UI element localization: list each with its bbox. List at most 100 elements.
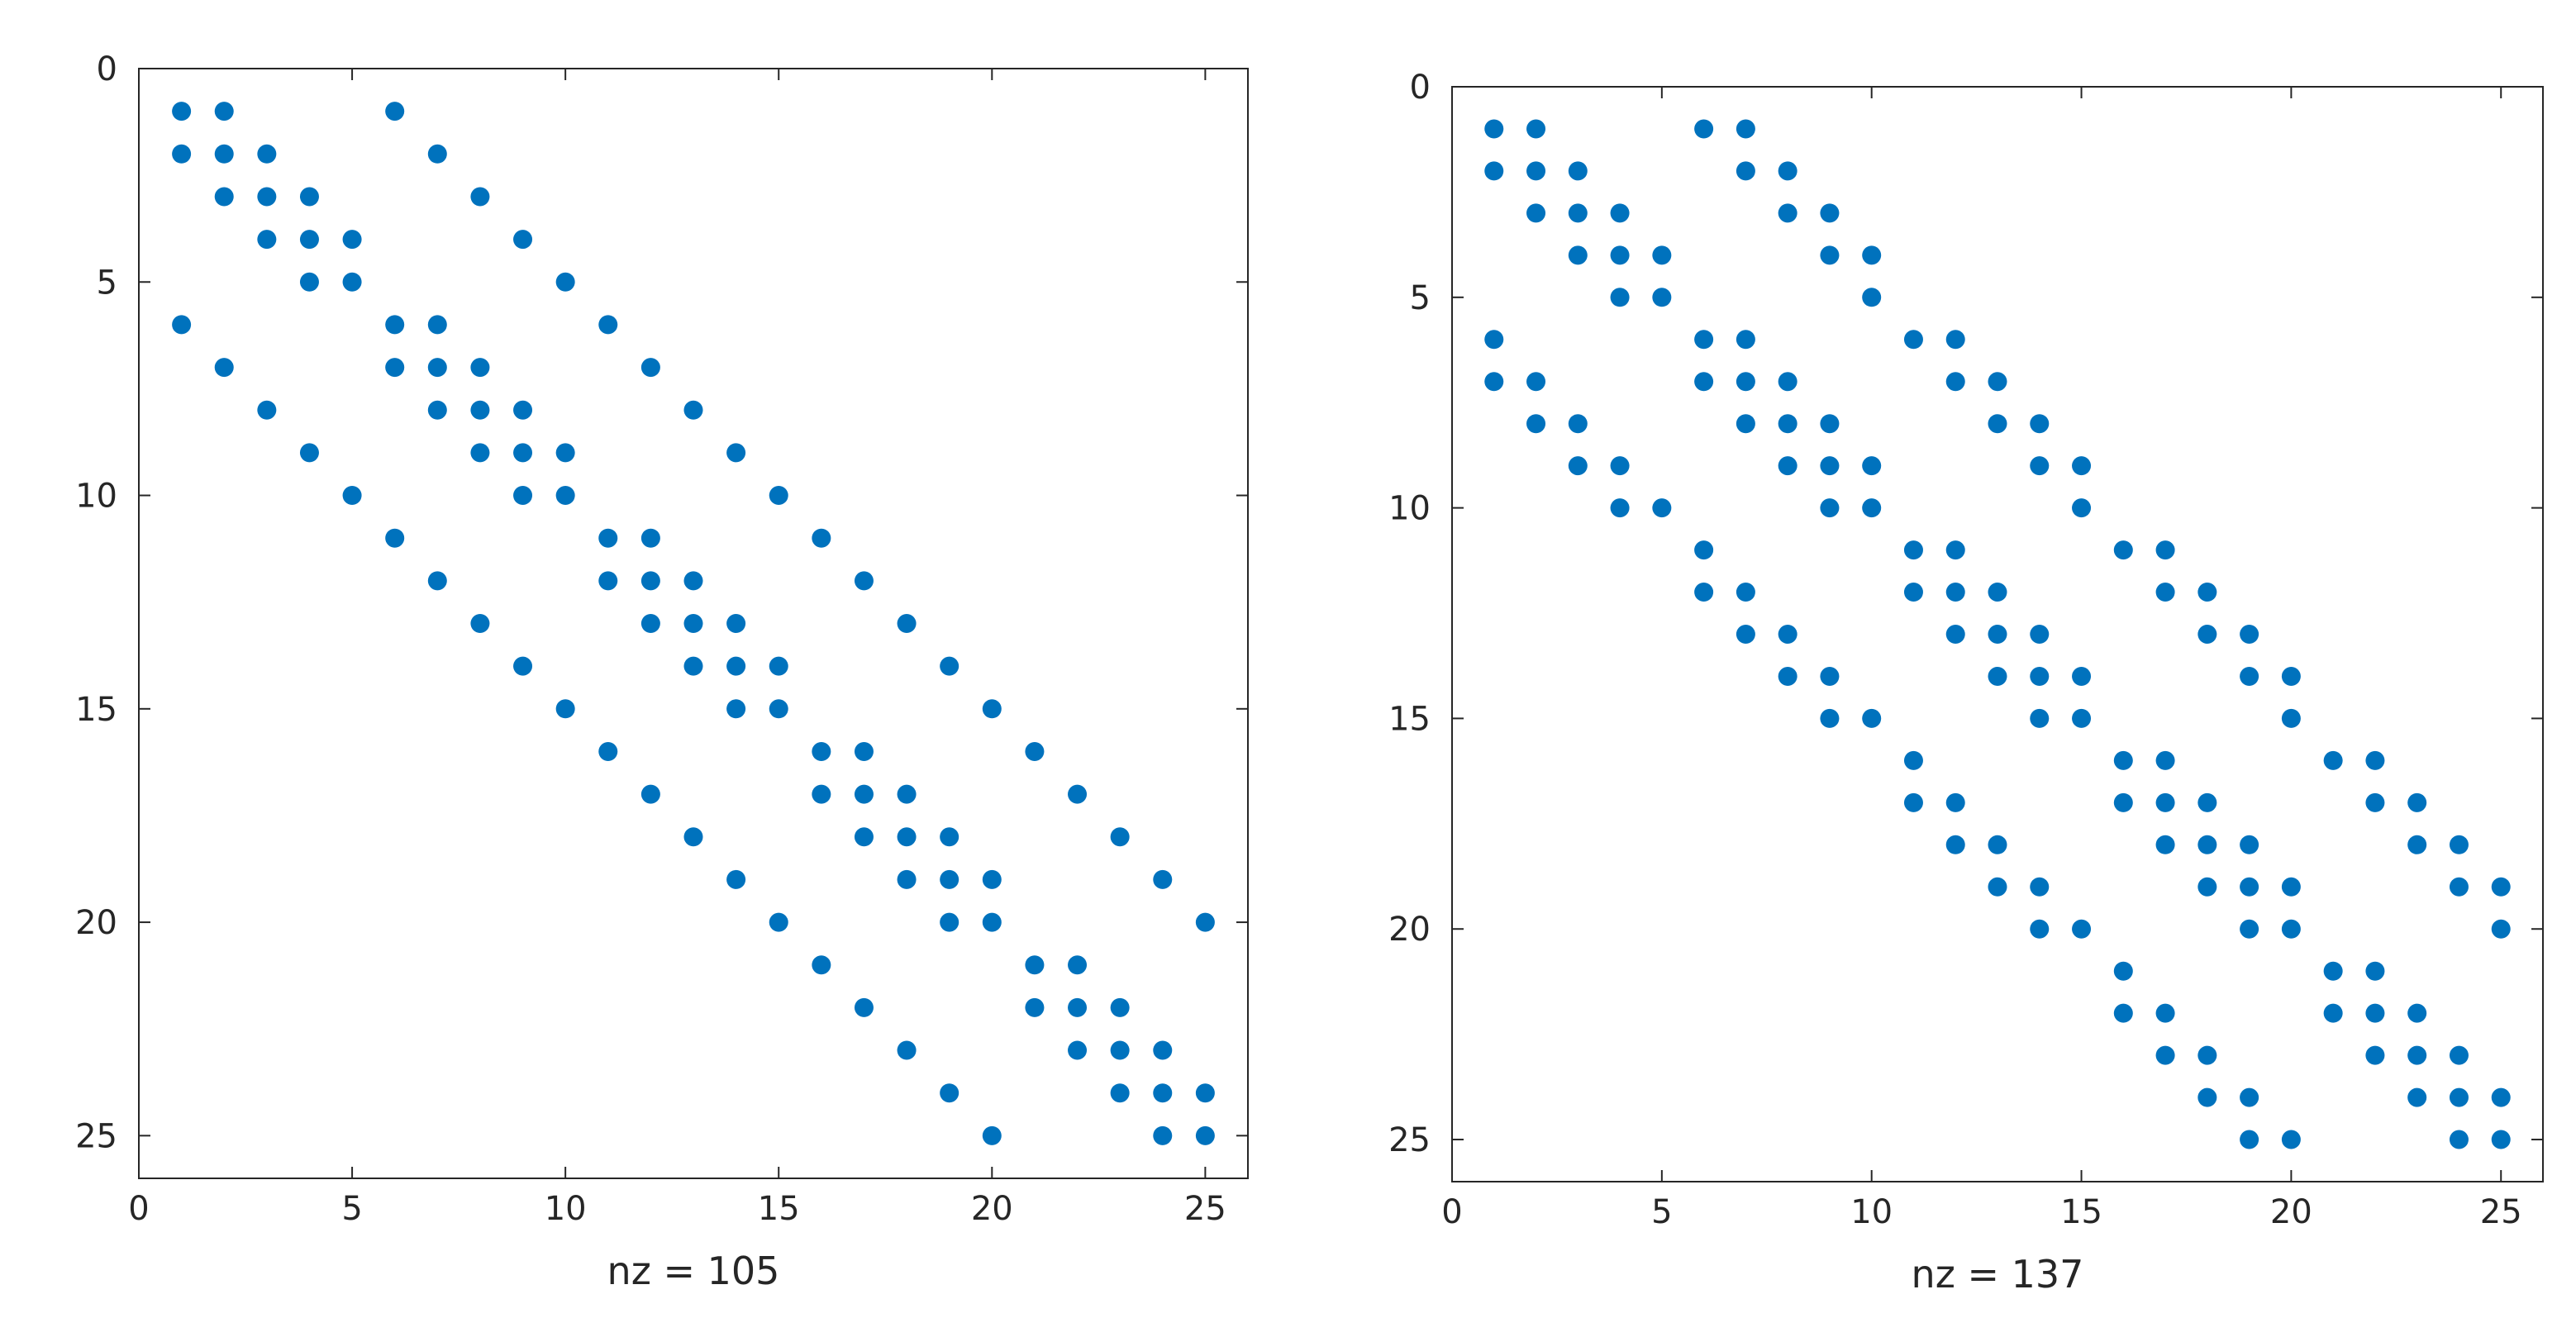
sparsity-plot-left: 0 5 10 15 20 25 0 5 10 15 20 25 nz = 105 [75, 50, 1249, 1293]
nonzero-marker [2449, 1130, 2469, 1149]
nonzero-marker [854, 571, 874, 591]
nonzero-marker [812, 784, 831, 804]
nonzero-marker [427, 571, 447, 591]
nonzero-marker [2113, 961, 2133, 981]
nonzero-marker [1945, 330, 1965, 350]
nonzero-marker [299, 187, 319, 207]
nonzero-marker [1862, 456, 1882, 476]
x-tick-label: 15 [758, 1190, 800, 1228]
y-tick-label: 15 [1388, 700, 1431, 738]
nonzero-marker [2281, 708, 2301, 728]
nonzero-marker [470, 187, 490, 207]
nonzero-marker [385, 358, 405, 378]
nonzero-marker [1945, 583, 1965, 602]
nonzero-marker [2240, 666, 2259, 686]
nonzero-marker [2030, 625, 2050, 644]
nonzero-marker [1568, 203, 1588, 223]
nonzero-marker [897, 784, 917, 804]
nonzero-marker [555, 699, 575, 719]
nonzero-marker [257, 187, 277, 207]
nonzero-marker [2407, 1003, 2427, 1023]
nonzero-marker [1694, 330, 1714, 350]
x-axis-label: nz = 137 [1912, 1252, 2084, 1297]
nonzero-marker [2030, 414, 2050, 434]
nonzero-marker [854, 784, 874, 804]
nonzero-marker [1568, 456, 1588, 476]
nonzero-marker [342, 272, 362, 292]
x-tick-label: 10 [1850, 1193, 1893, 1231]
nonzero-marker [1526, 414, 1546, 434]
nonzero-marker [1736, 330, 1755, 350]
nonzero-marker [172, 315, 192, 335]
nonzero-marker [2155, 750, 2175, 770]
nonzero-marker [2072, 456, 2092, 476]
nonzero-marker [257, 400, 277, 420]
nonzero-marker [1110, 1040, 1130, 1060]
nonzero-marker [726, 443, 746, 463]
nonzero-marker [555, 443, 575, 463]
nonzero-marker [1068, 955, 1088, 975]
nonzero-marker [385, 528, 405, 548]
nonzero-marker [1778, 414, 1797, 434]
nonzero-marker [2240, 625, 2259, 644]
x-tick-label: 5 [1651, 1193, 1672, 1231]
nonzero-marker [812, 741, 831, 761]
nonzero-marker [1988, 583, 2007, 602]
y-tick-label: 25 [1388, 1121, 1431, 1159]
nonzero-marker [2030, 456, 2050, 476]
nonzero-marker [1195, 1125, 1215, 1145]
nonzero-marker [2113, 792, 2133, 812]
nonzero-marker [1025, 997, 1045, 1017]
nonzero-marker [299, 272, 319, 292]
nonzero-marker [1736, 583, 1755, 602]
nonzero-marker [1862, 498, 1882, 518]
nonzero-marker [1820, 456, 1840, 476]
nonzero-marker [726, 869, 746, 889]
nonzero-marker [2365, 961, 2385, 981]
nonzero-marker [769, 699, 788, 719]
nonzero-marker [1652, 245, 1672, 265]
nonzero-marker [1945, 372, 1965, 392]
nonzero-marker [214, 358, 234, 378]
nonzero-marker [1526, 203, 1546, 223]
nonzero-marker [2113, 750, 2133, 770]
nonzero-marker [1526, 161, 1546, 181]
nonzero-marker [1652, 288, 1672, 307]
nonzero-marker [940, 912, 959, 932]
nonzero-marker [2491, 1130, 2511, 1149]
nonzero-marker [385, 315, 405, 335]
nonzero-marker [470, 614, 490, 633]
nonzero-marker [1153, 1083, 1173, 1103]
nonzero-marker [470, 400, 490, 420]
nonzero-marker [940, 827, 959, 847]
nonzero-marker [2407, 792, 2427, 812]
nonzero-marker [1195, 912, 1215, 932]
nonzero-marker [683, 614, 703, 633]
nonzero-marker [1945, 625, 1965, 644]
nonzero-marker [2072, 919, 2092, 939]
nonzero-marker [598, 741, 618, 761]
nonzero-marker [172, 102, 192, 121]
nonzero-marker [1988, 372, 2007, 392]
nonzero-marker [1988, 414, 2007, 434]
nonzero-marker [2449, 1045, 2469, 1065]
nonzero-marker [342, 230, 362, 250]
nonzero-marker [1652, 498, 1672, 518]
nonzero-marker [2323, 1003, 2343, 1023]
nonzero-marker [1694, 119, 1714, 139]
nonzero-marker [2323, 750, 2343, 770]
nonzero-marker [2365, 1045, 2385, 1065]
nonzero-marker [726, 699, 746, 719]
x-tick-label: 25 [2480, 1193, 2522, 1231]
nonzero-marker [1195, 1083, 1215, 1103]
nonzero-marker [1820, 414, 1840, 434]
y-tick-label: 0 [1410, 69, 1431, 107]
nonzero-marker [1903, 792, 1923, 812]
nonzero-marker [2365, 750, 2385, 770]
nonzero-marker [1820, 666, 1840, 686]
nonzero-marker [2030, 919, 2050, 939]
sparsity-plot-right: 0 5 10 15 20 25 0 5 10 15 20 25 nz = 137 [1388, 69, 2544, 1297]
nonzero-marker [427, 400, 447, 420]
nonzero-marker [1736, 625, 1755, 644]
